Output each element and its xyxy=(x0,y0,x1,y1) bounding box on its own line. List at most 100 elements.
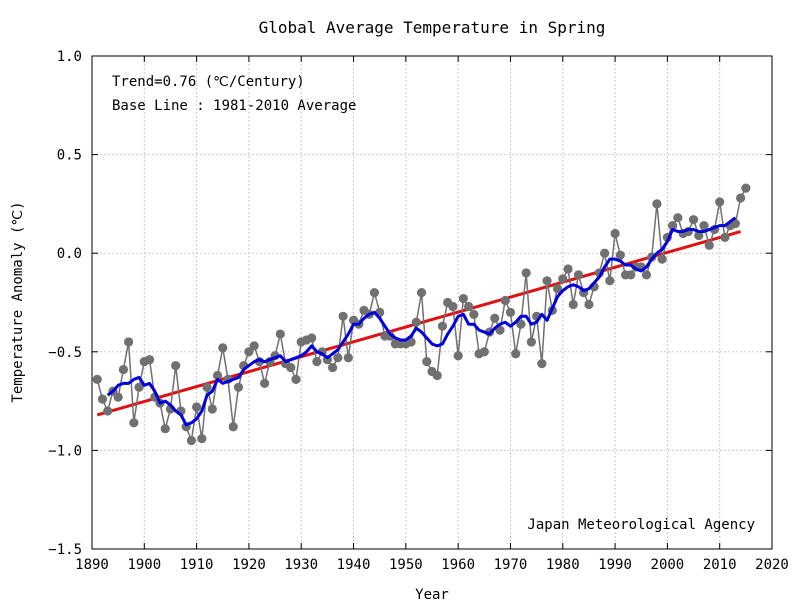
annual-anomaly-point xyxy=(437,321,448,331)
x-tick-label: 1910 xyxy=(180,557,214,573)
annual-anomaly-point xyxy=(542,276,552,286)
x-tick-label: 2020 xyxy=(755,557,789,573)
annual-anomaly-point xyxy=(469,309,479,319)
annual-anomaly-point xyxy=(233,382,244,392)
x-tick-label: 2010 xyxy=(703,557,737,573)
annual-anomaly-point xyxy=(207,404,217,414)
annual-anomaly-point xyxy=(171,361,181,371)
y-tick-label: 1.0 xyxy=(57,49,82,65)
plot-frame xyxy=(91,55,773,550)
annual-anomaly-point xyxy=(458,293,468,304)
annual-anomaly-point xyxy=(715,197,725,207)
source-annotation: Japan Meteorological Agency xyxy=(527,517,755,533)
annual-anomaly-point xyxy=(668,220,678,231)
annual-anomaly-point xyxy=(275,329,285,339)
annual-anomaly-point xyxy=(103,406,113,416)
x-tick-label: 1970 xyxy=(494,557,528,573)
x-tick-label: 1990 xyxy=(598,557,632,573)
annual-anomaly-point xyxy=(97,394,108,404)
moving-average-line xyxy=(106,216,737,427)
annual-anomaly-point xyxy=(688,215,699,225)
annual-anomaly-point xyxy=(144,355,155,365)
x-tick-label: 1900 xyxy=(127,557,161,573)
x-tick-label: 1980 xyxy=(546,557,580,573)
annual-anomaly-point xyxy=(129,418,139,428)
annual-anomaly-point xyxy=(558,274,568,284)
annual-anomaly-point xyxy=(124,337,134,347)
annual-anomaly-point xyxy=(307,333,317,343)
annual-anomaly-point xyxy=(406,337,416,347)
annual-anomaly-point xyxy=(338,311,348,321)
annual-anomaly-point xyxy=(694,230,704,241)
annual-anomaly-point xyxy=(563,264,573,274)
annual-anomaly-point xyxy=(615,250,625,260)
annual-anomaly-series xyxy=(92,183,751,446)
annual-anomaly-point xyxy=(202,382,212,392)
annual-anomaly-point xyxy=(186,435,196,446)
annual-anomaly-point xyxy=(526,337,536,347)
annual-anomaly-point xyxy=(286,362,296,373)
annual-anomaly-point xyxy=(328,362,338,373)
annual-anomaly-point xyxy=(422,357,432,367)
annual-anomaly-point xyxy=(118,364,128,375)
annual-anomaly-point xyxy=(385,331,395,341)
annual-anomaly-point xyxy=(197,433,207,444)
annual-anomaly-point xyxy=(505,307,516,317)
x-tick-label: 2000 xyxy=(651,557,685,573)
annual-anomaly-point xyxy=(573,270,584,280)
annual-anomaly-line xyxy=(96,187,747,444)
x-tick-label: 1950 xyxy=(389,557,423,573)
annual-anomaly-point xyxy=(730,219,740,229)
x-tick-label: 1960 xyxy=(441,557,475,573)
grid-lines xyxy=(92,56,772,549)
annual-anomaly-point xyxy=(626,270,636,280)
annual-anomaly-point xyxy=(490,313,500,323)
y-tick-label: 0.5 xyxy=(57,148,82,164)
y-tick-label: −1.5 xyxy=(48,542,82,558)
baseline-annotation: Base Line : 1981-2010 Average xyxy=(112,98,356,114)
annual-anomaly-point xyxy=(464,301,474,312)
annual-anomaly-point xyxy=(369,288,380,298)
annual-anomaly-point xyxy=(291,374,301,385)
annual-anomaly-point xyxy=(134,382,144,392)
annual-anomaly-point xyxy=(552,284,563,294)
annual-anomaly-point xyxy=(244,347,254,357)
annual-anomaly-point xyxy=(212,370,223,381)
annual-anomaly-point xyxy=(584,299,594,310)
x-tick-label: 1890 xyxy=(75,557,109,573)
annual-anomaly-point xyxy=(516,319,526,329)
x-tick-label: 1930 xyxy=(284,557,318,573)
annual-anomaly-point xyxy=(218,343,228,353)
annual-anomaly-point xyxy=(312,357,322,367)
annual-anomaly-point xyxy=(228,422,238,432)
annual-anomaly-point xyxy=(500,295,510,306)
moving-average-series xyxy=(106,216,737,427)
annual-anomaly-point xyxy=(192,402,202,412)
annual-anomaly-point xyxy=(453,351,463,361)
annual-anomaly-point xyxy=(448,301,458,312)
annual-anomaly-point xyxy=(160,424,170,434)
annual-anomaly-point xyxy=(432,370,442,381)
chart-title: Global Average Temperature in Spring xyxy=(259,18,606,37)
annual-anomaly-point xyxy=(411,317,421,327)
y-tick-label: −1.0 xyxy=(48,443,82,459)
annual-anomaly-point xyxy=(610,228,620,239)
annual-anomaly-point xyxy=(641,270,652,280)
annual-anomaly-point xyxy=(568,299,578,310)
annual-anomaly-point xyxy=(333,353,343,363)
annual-anomaly-point xyxy=(673,213,683,223)
annual-anomaly-point xyxy=(600,248,610,258)
y-axis-ticks: 1.0 0.5 0.0 −0.5 −1.0 −1.5 xyxy=(48,49,772,558)
annual-anomaly-point xyxy=(343,353,353,363)
annual-anomaly-point xyxy=(495,325,505,335)
annual-anomaly-point xyxy=(720,232,730,243)
y-tick-label: 0.0 xyxy=(57,246,82,262)
x-tick-label: 1940 xyxy=(337,557,371,573)
annual-anomaly-point xyxy=(479,347,489,357)
annual-anomaly-point xyxy=(736,193,746,203)
x-axis-label: Year xyxy=(415,587,449,603)
x-tick-label: 1920 xyxy=(232,557,266,573)
trend-annotation: Trend=0.76 (℃/Century) xyxy=(112,74,305,90)
y-tick-label: −0.5 xyxy=(48,345,82,361)
